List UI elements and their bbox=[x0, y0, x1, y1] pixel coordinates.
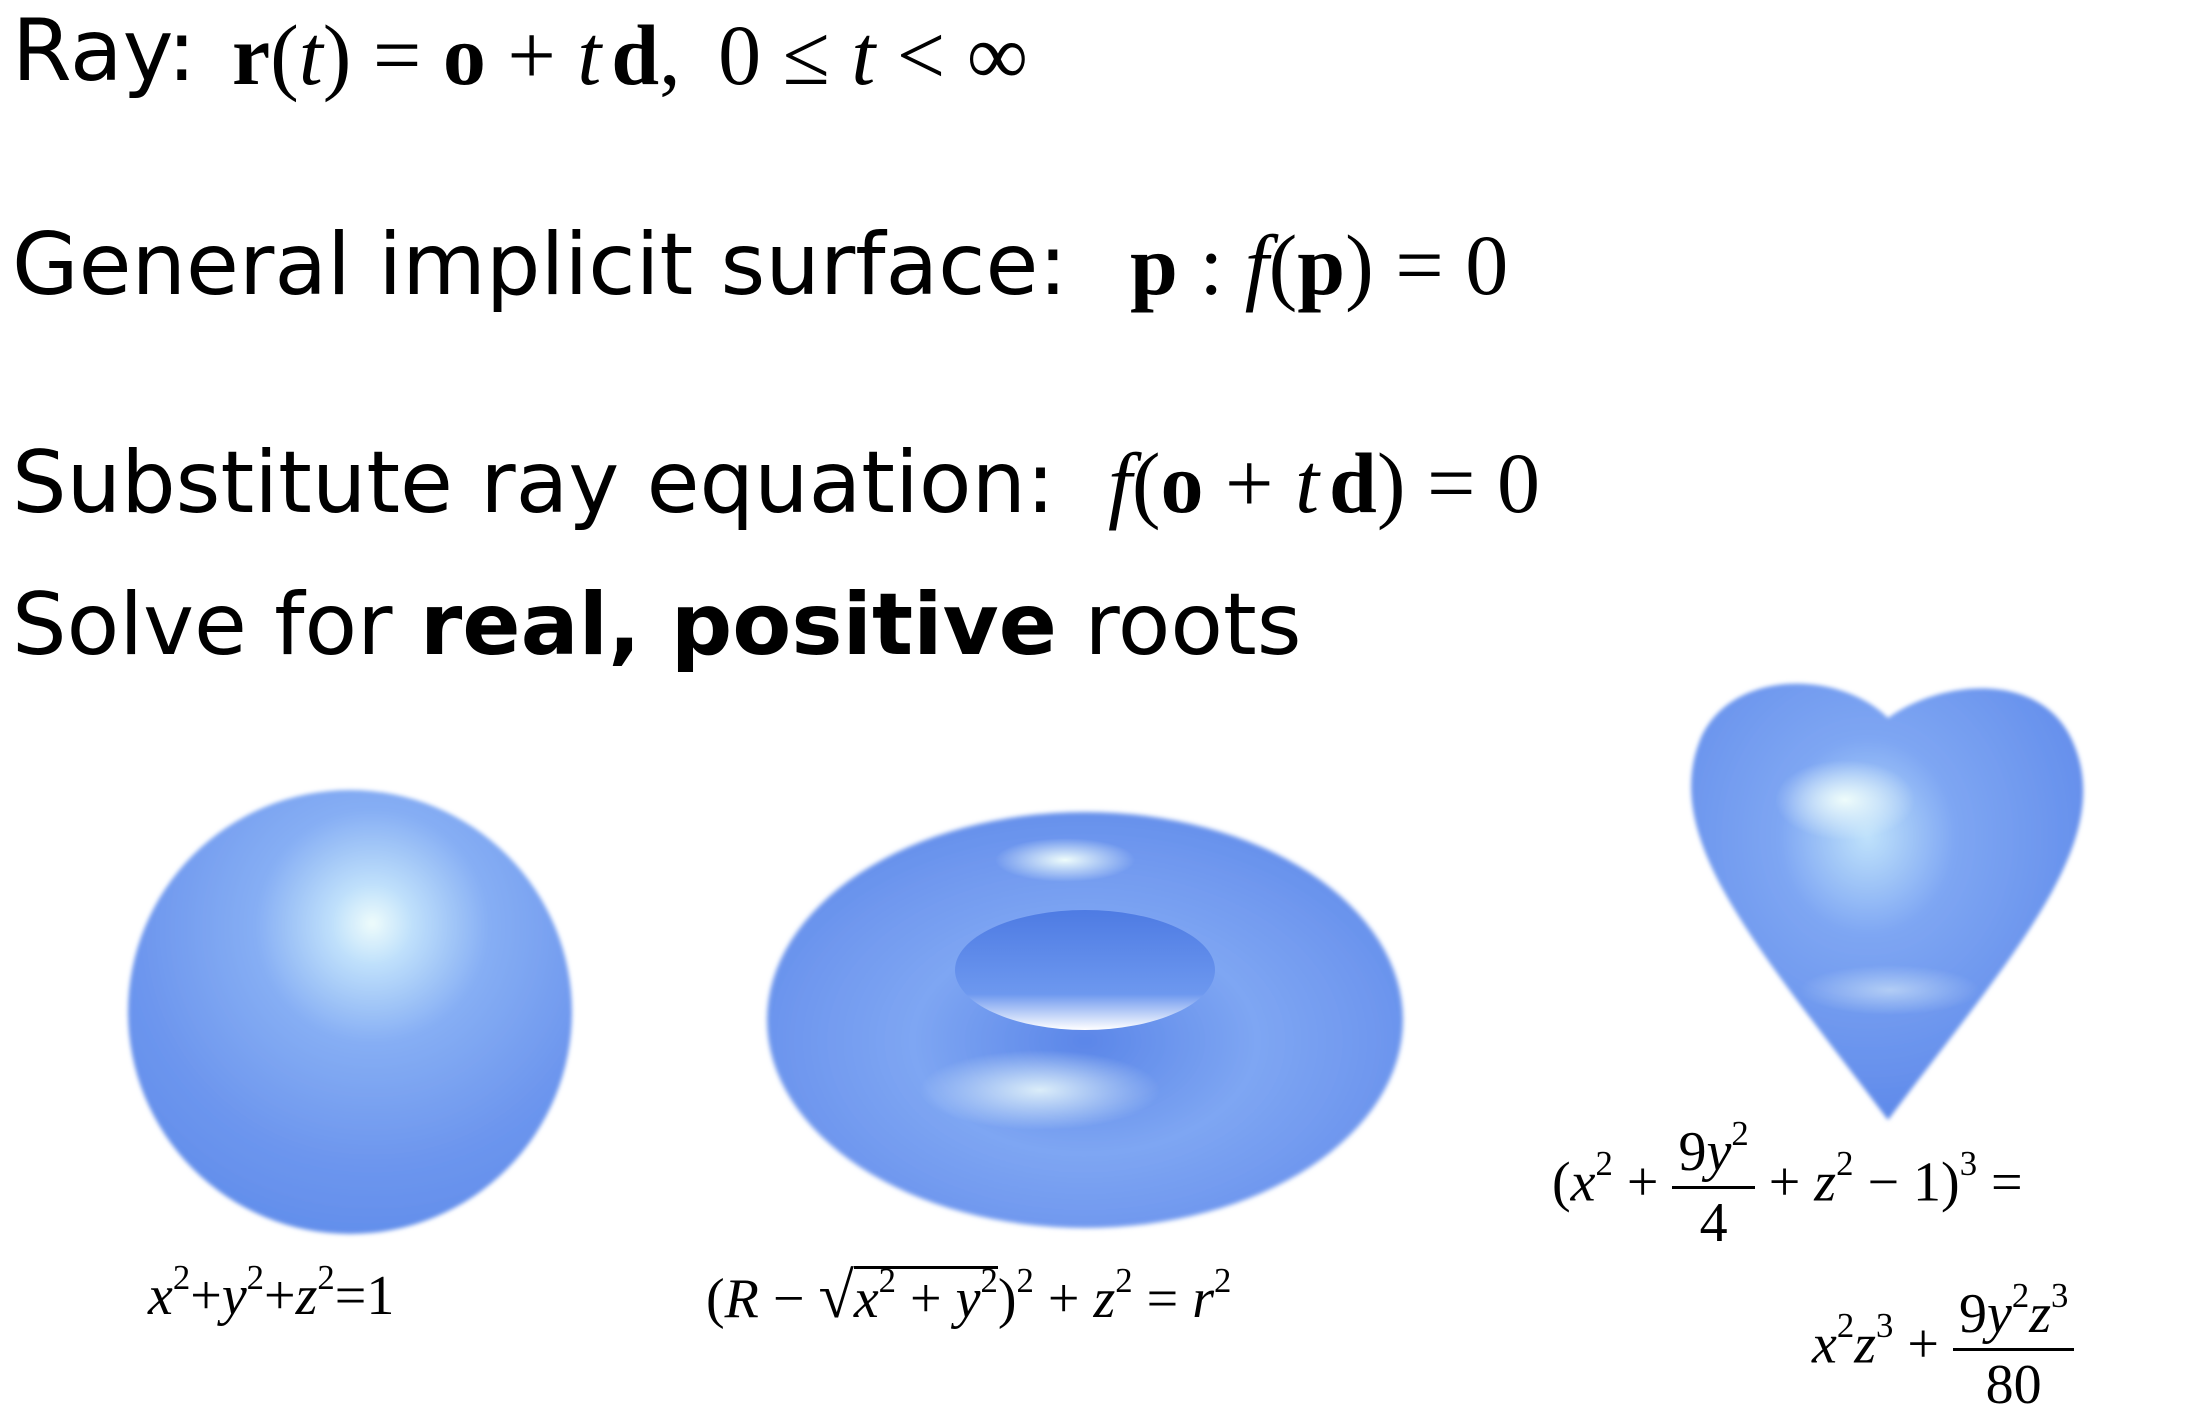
solve-line: Solve for real, positive roots bbox=[12, 575, 1302, 675]
solve-emphasis: real, positive bbox=[419, 575, 1057, 675]
sphere-shape bbox=[128, 790, 572, 1234]
implicit-surface-label: General implicit surface: bbox=[12, 215, 1068, 315]
heart-caption-line1: (x2 + 9y2 4 + z2 − 1)3 = bbox=[1552, 1114, 2023, 1254]
fraction-9y2-over-4: 9y2 4 bbox=[1672, 1116, 1755, 1251]
heart-shape bbox=[1691, 683, 2084, 1120]
substitute-equation: f(o + t d) = 0 bbox=[1108, 435, 1540, 531]
torus-caption: (R − √x2 + y2)2 + z2 = r2 bbox=[706, 1260, 1232, 1331]
ray-line: Ray: bbox=[12, 8, 196, 94]
substitute-line: Substitute ray equation: bbox=[12, 440, 1055, 526]
torus-hole bbox=[955, 910, 1215, 1030]
torus-highlight-top bbox=[995, 838, 1135, 882]
ray-equation: r(t) = o + t d, 0 ≤ t < ∞ bbox=[232, 7, 1029, 103]
sphere-caption: x2+y2+z2=1 bbox=[148, 1258, 395, 1327]
torus-highlight-front bbox=[920, 1050, 1160, 1130]
implicit-surface-equation: p : f(p) = 0 bbox=[1130, 217, 1509, 313]
fraction-9y2z3-over-80: 9y2z3 80 bbox=[1952, 1278, 2075, 1413]
heart-caption-line2: x2z3 + 9y2z3 80 bbox=[1812, 1278, 2075, 1413]
sphere-figure bbox=[128, 790, 572, 1234]
heart-figure bbox=[1691, 683, 2084, 1120]
substitute-label: Substitute ray equation: bbox=[12, 433, 1056, 533]
sqrt-radicand: x2 + y2 bbox=[853, 1261, 998, 1330]
heart-highlight-lower bbox=[1800, 965, 1980, 1015]
torus-figure bbox=[767, 812, 1403, 1228]
heart-highlight bbox=[1775, 760, 1915, 840]
implicit-surface-line: General implicit surface: bbox=[12, 222, 1067, 308]
ray-label: Ray: bbox=[12, 1, 197, 101]
